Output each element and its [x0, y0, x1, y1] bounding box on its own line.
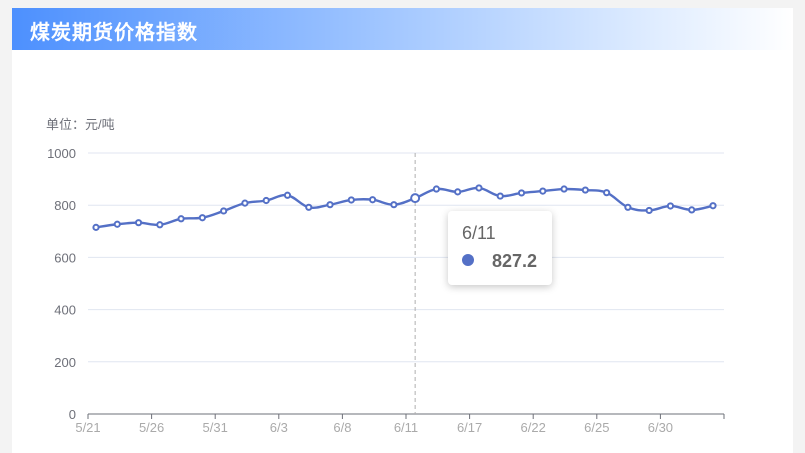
data-point[interactable]: [241, 199, 249, 207]
x-tick-label: 6/8: [333, 420, 351, 435]
data-point[interactable]: [262, 196, 270, 205]
y-tick-label: 1000: [47, 146, 76, 161]
data-point[interactable]: [156, 221, 164, 229]
chart-title: 煤炭期货价格指数: [30, 20, 198, 44]
tooltip-date: 6/11: [462, 223, 496, 243]
data-point[interactable]: [410, 193, 421, 204]
x-tick-label: 6/17: [457, 420, 482, 435]
data-point[interactable]: [560, 185, 568, 193]
line-chart[interactable]: 单位：元/吨 0 200 400 600 800 1000 5/21 5/26 5/31 6/3…: [12, 8, 793, 453]
x-tick-label: 6/30: [648, 420, 673, 435]
x-tick-label: 6/22: [521, 420, 546, 435]
data-point[interactable]: [688, 206, 696, 214]
chart-panel: 煤炭期货价格指数 单位：元/吨 0 200 400 600 800 1000 5/21 5/…: [12, 8, 793, 453]
x-tick-label: 6/3: [270, 420, 288, 435]
data-point[interactable]: [539, 187, 547, 195]
tooltip-series-marker: [462, 254, 474, 266]
data-point[interactable]: [305, 203, 313, 211]
data-point[interactable]: [177, 215, 185, 223]
data-point[interactable]: [198, 214, 206, 222]
data-point[interactable]: [517, 189, 526, 197]
series-line: [94, 186, 715, 229]
y-tick-label: 800: [54, 198, 76, 213]
y-tick-label: 200: [54, 355, 76, 370]
x-tick-label: 5/31: [203, 420, 228, 435]
x-tick-label: 6/11: [394, 420, 418, 435]
data-point[interactable]: [347, 196, 355, 204]
y-axis-ticks: 0 200 400 600 800 1000: [47, 146, 76, 422]
data-point[interactable]: [368, 196, 377, 204]
data-point[interactable]: [496, 192, 504, 200]
data-point[interactable]: [92, 223, 100, 231]
y-tick-label: 0: [69, 407, 76, 422]
data-point[interactable]: [283, 191, 292, 199]
grid-lines: [88, 152, 724, 363]
tooltip-value: 827.2: [492, 251, 538, 271]
x-tick-label: 6/25: [584, 420, 609, 435]
data-points[interactable]: [92, 184, 717, 231]
data-point[interactable]: [390, 201, 398, 209]
data-point[interactable]: [475, 184, 483, 192]
data-point[interactable]: [581, 186, 589, 194]
x-axis-ticks: 5/21 5/26 5/31 6/3 6/8 6/11 6/17 6/22 6/25 6/30: [75, 414, 725, 435]
tooltip: 6/11 827.2: [448, 211, 552, 285]
data-point[interactable]: [603, 189, 611, 197]
y-tick-label: 400: [54, 303, 76, 318]
data-point[interactable]: [666, 202, 675, 210]
data-point[interactable]: [624, 203, 632, 211]
data-point[interactable]: [645, 206, 653, 215]
data-point[interactable]: [134, 219, 143, 227]
x-tick-label: 5/21: [75, 420, 100, 435]
title-bar: 煤炭期货价格指数: [12, 8, 793, 50]
data-point[interactable]: [432, 185, 441, 193]
data-point[interactable]: [709, 202, 717, 210]
y-tick-label: 600: [54, 250, 76, 265]
unit-label: 单位：元/吨: [46, 117, 115, 132]
data-point[interactable]: [454, 188, 462, 196]
x-tick-label: 5/26: [139, 420, 164, 435]
data-point[interactable]: [220, 207, 228, 215]
data-point[interactable]: [113, 220, 121, 228]
data-point[interactable]: [326, 201, 334, 209]
